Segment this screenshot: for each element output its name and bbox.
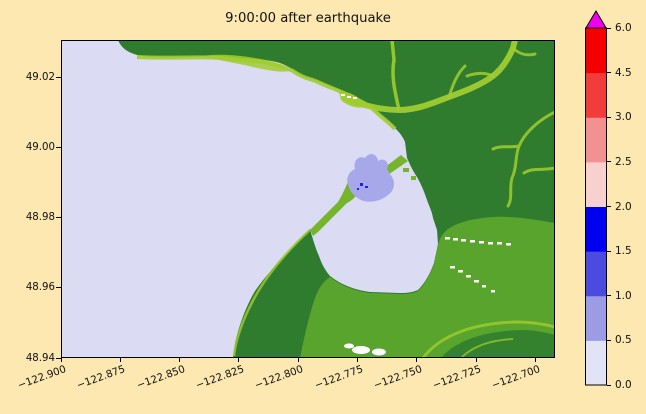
- colorbar-tick-label: 0.5: [615, 334, 632, 347]
- entrance-island-2: [411, 176, 416, 180]
- colorbar-segments: [585, 28, 607, 386]
- stream-arc-corner: [421, 320, 556, 359]
- y-tick-mark: [56, 357, 61, 359]
- colorbar-segment: [585, 251, 607, 297]
- x-tick-label: −122.850: [134, 364, 187, 392]
- colorbar-tick-mark: [607, 250, 611, 252]
- y-tick-label: 48.94: [25, 352, 55, 364]
- colorbar-tick-label: 6.0: [615, 22, 632, 34]
- colorbar-segment: [585, 340, 607, 386]
- x-tick-label: −122.700: [490, 364, 543, 392]
- x-tick-label: −122.725: [431, 364, 483, 392]
- colorbar-tick-label: 3.0: [615, 111, 632, 124]
- colorbar-tick-mark: [607, 27, 611, 29]
- y-tick-mark: [56, 76, 61, 78]
- tsunami-map: [61, 37, 557, 359]
- colorbar: 6.0 4.5 3.0 2.5 2.0 1.5 1.0 0.5 0.0: [584, 10, 646, 402]
- x-tick-mark: [534, 358, 536, 362]
- colorbar-segment: [585, 117, 607, 163]
- colorbar-tick-mark: [607, 295, 611, 297]
- colorbar-tick-label: 4.5: [615, 66, 632, 79]
- river-mouth-patch: [339, 91, 367, 108]
- y-tick-mark: [56, 217, 61, 218]
- plot-title: 9:00:00 after earthquake: [225, 11, 391, 26]
- x-tick-mark: [416, 358, 418, 362]
- deep-flood-pixel-3: [357, 188, 359, 190]
- colorbar-tick-mark: [607, 206, 611, 207]
- colorbar-tick-label: 1.5: [615, 245, 632, 258]
- colorbar-segment: [585, 206, 607, 252]
- colorbar-tick-mark: [607, 72, 611, 74]
- colorbar-tick-mark: [607, 161, 611, 163]
- plot-border: [61, 40, 555, 358]
- x-tick-mark: [475, 358, 477, 362]
- colorbar-tick-label: 2.5: [615, 155, 632, 168]
- white-stream-dashes: [341, 94, 511, 293]
- entrance-island-1: [403, 168, 409, 172]
- y-tick-label: 49.00: [25, 141, 55, 153]
- peninsula-west-fringe: [232, 229, 311, 357]
- colorbar-segment: [585, 28, 607, 74]
- semiahmoo-spit: [310, 171, 359, 236]
- x-tick-label: −122.800: [253, 364, 305, 392]
- x-tick-label: −122.900: [16, 364, 68, 392]
- colorbar-outline: [585, 27, 607, 386]
- colorbar-segment: [585, 295, 607, 341]
- colorbar-tick-mark: [607, 116, 611, 118]
- x-tick-mark: [297, 358, 299, 362]
- colorbar-bar: [585, 10, 607, 386]
- colorbar-segment: [585, 161, 607, 207]
- x-tick-label: −122.775: [312, 364, 365, 392]
- x-tick-mark: [119, 358, 121, 362]
- map-plot-area: [61, 37, 557, 359]
- deep-flood-pixel-2: [365, 186, 368, 188]
- river-branch-north: [390, 38, 401, 112]
- x-tick-mark: [179, 358, 181, 362]
- colorbar-tick-mark: [607, 339, 611, 341]
- white-tidal-patches: [344, 343, 386, 356]
- y-tick-label: 48.98: [25, 212, 55, 223]
- x-tick-mark: [238, 358, 240, 362]
- deep-flood-pixel-1: [360, 183, 363, 186]
- river-branch-mid: [447, 46, 537, 99]
- x-tick-label: −122.750: [372, 364, 424, 392]
- colorbar-tick-label: 0.0: [615, 379, 632, 391]
- colorbar-over-arrow: [585, 10, 607, 29]
- x-tick-mark: [357, 358, 358, 362]
- shore-lowland-patch: [203, 54, 289, 72]
- y-tick-mark: [56, 287, 61, 289]
- colorbar-tick-label: 1.0: [615, 289, 632, 302]
- stream-arc-corner-inner: [460, 338, 514, 359]
- colorbar-segment: [585, 72, 607, 118]
- colorbar-tick-mark: [607, 384, 611, 386]
- colorbar-tick-label: 2.0: [615, 200, 632, 213]
- y-tick-label: 49.02: [25, 71, 55, 83]
- x-tick-label: −122.875: [75, 364, 128, 392]
- y-tick-mark: [56, 146, 61, 148]
- streams-east: [491, 110, 557, 208]
- x-tick-mark: [60, 358, 62, 362]
- x-tick-label: −122.825: [194, 364, 246, 392]
- y-tick-label: 48.96: [25, 282, 55, 294]
